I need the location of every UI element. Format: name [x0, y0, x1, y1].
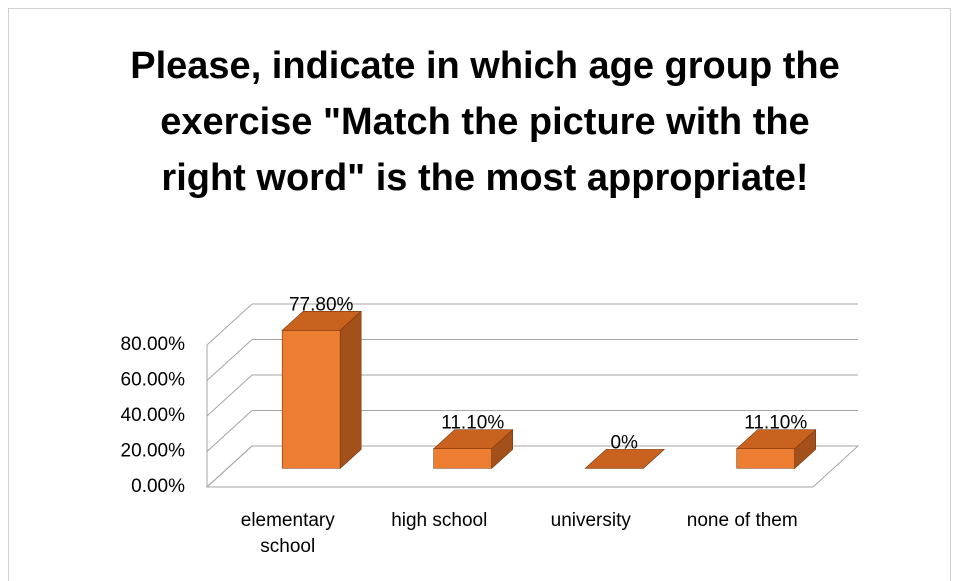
bar-top	[735, 429, 817, 449]
grid-line	[206, 445, 253, 488]
y-tick-label: 60.00%	[121, 370, 186, 391]
chart-title: Please, indicate in which age group the …	[130, 45, 840, 199]
x-tick-label: none of them	[686, 510, 798, 531]
chart-border	[8, 8, 951, 581]
grid-line	[206, 303, 253, 346]
x-tick-label: elementary school	[240, 510, 335, 557]
grid-line	[206, 339, 253, 381]
value-label: 0%	[610, 432, 638, 453]
bar-top	[584, 449, 665, 469]
grid-line	[206, 374, 253, 417]
x-tick-label: university	[550, 510, 631, 531]
bar-top	[432, 429, 514, 449]
bar	[281, 310, 362, 470]
bar-side	[339, 310, 362, 470]
bar	[432, 428, 514, 470]
bar-top	[281, 310, 362, 331]
y-tick-label: 20.00%	[121, 441, 186, 462]
value-label: 77.80%	[289, 294, 354, 315]
x-tick-label: high school	[391, 510, 488, 531]
bar-front	[433, 448, 493, 469]
grid-line	[206, 410, 253, 452]
y-tick-label: 80.00%	[121, 334, 186, 355]
y-tick-label: 40.00%	[121, 405, 186, 426]
y-tick-label: 0.00%	[131, 476, 185, 497]
bar	[735, 428, 817, 470]
value-label: 11.10%	[744, 413, 807, 434]
value-label: 11.10%	[441, 413, 504, 434]
bar-front	[281, 329, 341, 469]
bar	[584, 449, 665, 469]
bar-front	[736, 448, 796, 469]
